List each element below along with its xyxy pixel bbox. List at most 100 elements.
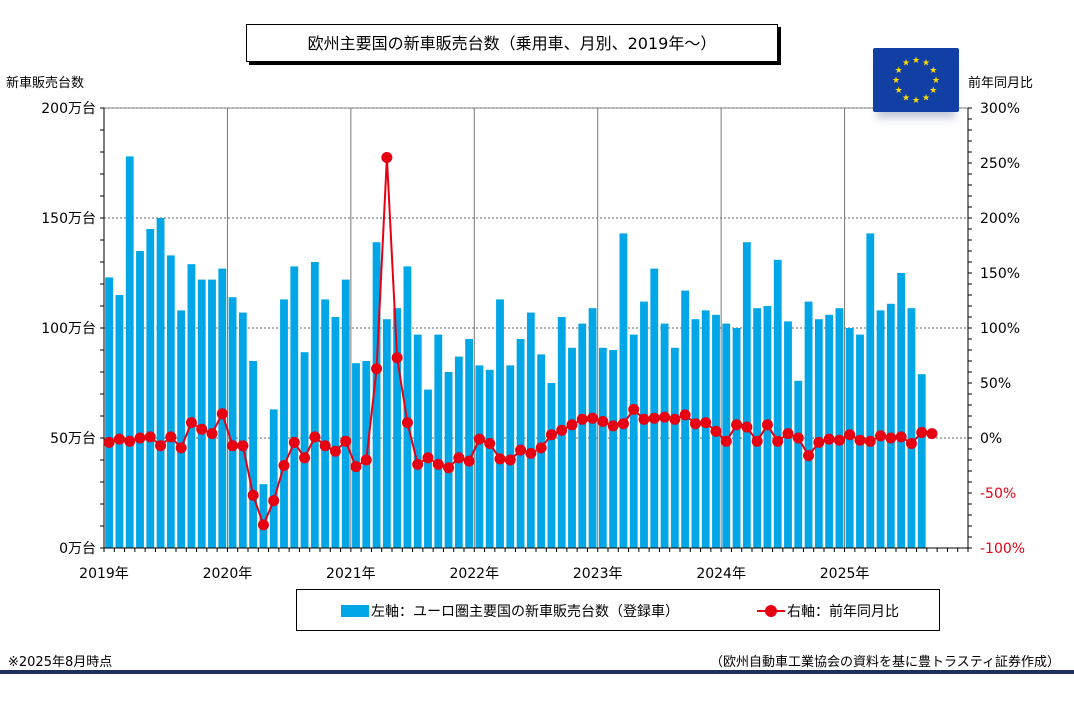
yoy-point (319, 440, 331, 452)
yoy-point (443, 462, 455, 474)
yoy-point (329, 445, 341, 457)
yoy-point (905, 438, 917, 449)
bar (753, 308, 762, 548)
yoy-point (185, 417, 197, 429)
yoy-point (401, 417, 413, 429)
yoy-point (144, 431, 156, 443)
yoy-point (545, 429, 557, 441)
bar (465, 339, 474, 548)
bar (280, 299, 288, 548)
bar (372, 242, 381, 548)
footnote-date: ※2025年8月時点 (8, 655, 113, 670)
yoy-point (103, 436, 115, 448)
footnote-source: （欧州自動車工業協会の資料を基に豊トラスティ証券作成） (710, 655, 1060, 670)
yoy-point (628, 403, 640, 415)
bar (382, 319, 391, 548)
yoy-point (556, 424, 568, 436)
bar (238, 312, 247, 548)
flag-star-icon: ★ (902, 93, 910, 103)
yoy-point (124, 435, 136, 447)
yoy-point (247, 489, 259, 501)
right-tick-label: 50% (980, 376, 1011, 392)
yoy-point (278, 460, 290, 471)
yoy-point (720, 435, 732, 447)
bar (269, 409, 278, 548)
bar (897, 273, 906, 548)
yoy-point (803, 450, 815, 462)
yoy-point (659, 411, 671, 423)
yoy-point (916, 427, 928, 438)
yoy-point (731, 419, 743, 431)
bar (825, 314, 834, 548)
bar (424, 389, 432, 548)
bottom-rule (0, 670, 1074, 674)
bar (670, 347, 679, 548)
yoy-point (412, 458, 424, 470)
bar (166, 255, 175, 548)
yoy-point (689, 418, 701, 430)
eu-flag-icon: ★ ★ ★ ★ ★ ★ ★ ★ ★ ★ ★ ★ (873, 48, 959, 112)
yoy-point (494, 453, 506, 465)
left-axis-title: 新車販売台数 (6, 76, 85, 91)
yoy-point (833, 434, 845, 446)
bar (341, 279, 350, 548)
left-tick-label: 200万台 (41, 101, 96, 117)
yoy-point (741, 421, 753, 433)
yoy-point (165, 431, 177, 443)
yoy-point (638, 413, 650, 425)
yoy-point (381, 152, 393, 163)
bar (115, 295, 124, 548)
legend-line-label: 右軸：前年同月比 (787, 604, 899, 620)
bar (156, 218, 165, 548)
yoy-point (453, 452, 465, 464)
legend-bar-swatch (341, 605, 369, 617)
bar (352, 363, 360, 548)
yoy-point (761, 419, 773, 431)
bar (321, 299, 330, 548)
year-label: 2024年 (696, 566, 746, 582)
bar (197, 279, 206, 548)
year-label: 2025年 (820, 566, 870, 582)
year-label: 2019年 (79, 566, 129, 582)
bar (609, 350, 618, 548)
right-tick-label: 300% (980, 101, 1020, 117)
bar (249, 361, 258, 548)
yoy-point (299, 452, 311, 464)
bar (475, 365, 484, 548)
flag-star-icon: ★ (932, 76, 940, 86)
flag-star-icon: ★ (892, 76, 900, 86)
yoy-point (422, 452, 434, 464)
yoy-point (216, 408, 228, 420)
yoy-point (257, 519, 269, 531)
bar (907, 308, 916, 548)
yoy-point (823, 433, 835, 445)
right-tick-label: 100% (980, 321, 1020, 337)
flag-star-icon: ★ (929, 66, 937, 76)
yoy-point (196, 423, 208, 435)
flag-star-icon: ★ (912, 56, 920, 66)
bar (228, 297, 237, 548)
bar (660, 323, 669, 548)
right-tick-label: 150% (980, 266, 1020, 282)
yoy-point (782, 428, 794, 440)
yoy-point (576, 413, 588, 425)
yoy-point (813, 436, 825, 448)
right-tick-label: -100% (980, 541, 1025, 557)
bar (290, 266, 299, 548)
yoy-point (669, 413, 681, 425)
flag-star-icon: ★ (902, 59, 910, 69)
bar (393, 308, 402, 548)
yoy-point (473, 433, 485, 445)
yoy-point (772, 435, 784, 447)
yoy-point (700, 417, 712, 429)
year-label: 2021年 (326, 566, 376, 582)
yoy-point (484, 438, 496, 449)
yoy-point (679, 409, 691, 421)
yoy-point (268, 495, 280, 507)
bar (187, 264, 196, 548)
yoy-point (340, 435, 352, 447)
legend-line-swatch (757, 604, 785, 618)
yoy-point (371, 363, 383, 375)
legend: 左軸：ユーロ圏主要国の新車販売台数（登録車） 右軸：前年同月比 (296, 589, 940, 631)
